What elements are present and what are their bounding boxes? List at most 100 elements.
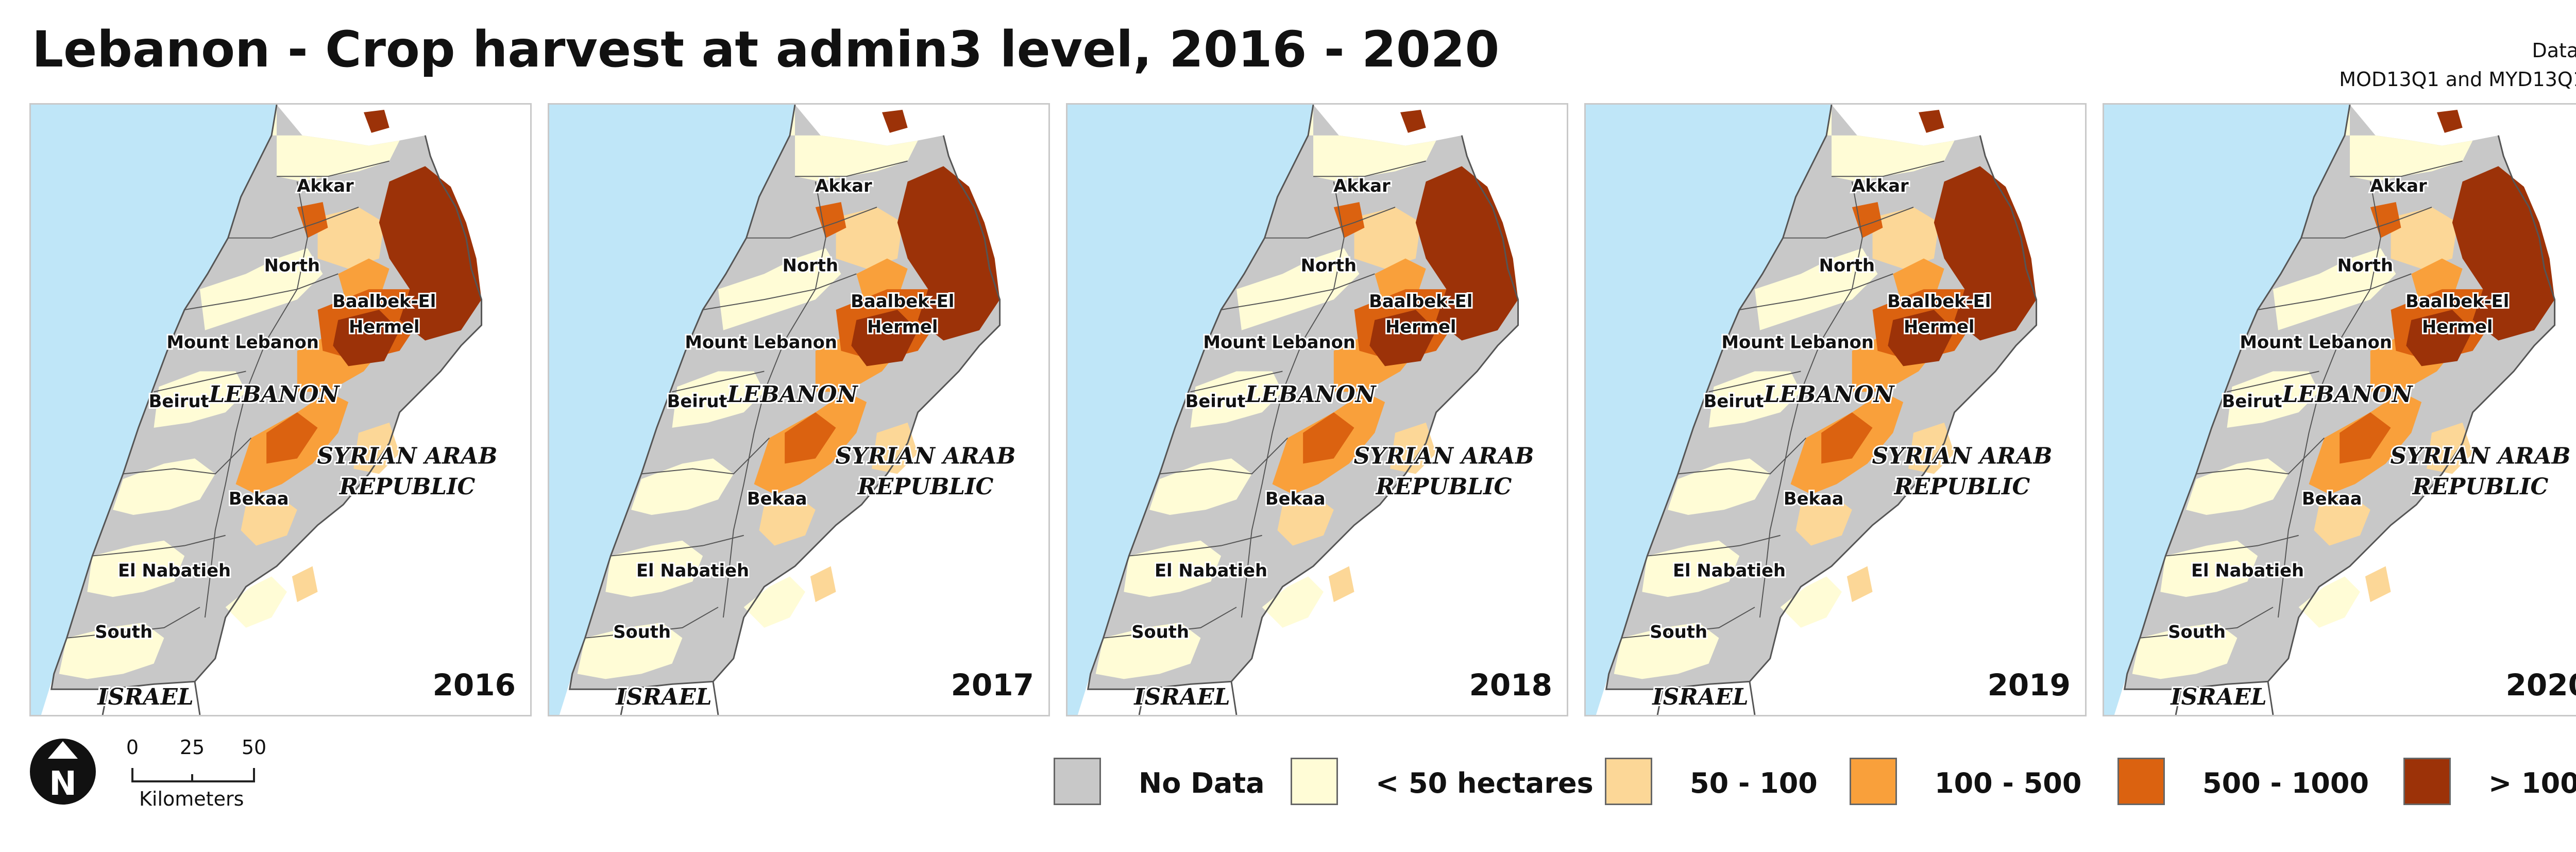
label-syria1: SYRIAN ARAB: [1872, 443, 2053, 469]
panel-year: 2020: [2505, 667, 2576, 703]
label-syria1: SYRIAN ARAB: [1354, 443, 1534, 469]
label-north: North: [2337, 255, 2393, 275]
label-south: South: [95, 622, 152, 642]
region-c500-2: [297, 202, 328, 238]
sea: [549, 105, 795, 715]
region-gt1000-1: [333, 309, 400, 366]
label-syria2: REPUBLIC: [857, 474, 994, 500]
label-mount-lebanon: Mount Lebanon: [1203, 332, 1355, 353]
region-lt50-1: [1754, 248, 1878, 330]
region-c50-0: [1872, 207, 1939, 269]
label-baalbek2: Hermel: [1385, 317, 1456, 337]
region-lt50-2: [1190, 371, 1283, 428]
lebanon-map-2016: Akkar North Baalbek-El Hermel Mount Leba…: [31, 105, 530, 715]
region-lt50-0: [1826, 105, 1955, 182]
label-north: North: [264, 255, 320, 275]
region-c500-1: [1303, 412, 1354, 464]
north-arrow: N: [28, 737, 97, 806]
label-bekaa: Bekaa: [2302, 489, 2362, 509]
legend-label: No Data: [1139, 767, 1265, 799]
region-c50-1: [241, 494, 297, 546]
region-lt50-3: [113, 458, 215, 515]
legend-swatch: [2403, 758, 2451, 805]
region-lt50-3: [631, 458, 734, 515]
data-source-value: MOD13Q1 and MYD13Q1: [2339, 68, 2576, 91]
scale-tick-0: 0: [126, 736, 139, 759]
region-c50-0: [317, 207, 384, 269]
sea: [1586, 105, 1832, 715]
label-beirut: Beirut: [1704, 391, 1764, 411]
region-gt1000-2: [364, 109, 389, 133]
label-nabatieh: El Nabatieh: [1155, 560, 1267, 580]
label-akkar: Akkar: [815, 176, 872, 196]
scale-bar-mid: [191, 774, 193, 782]
label-beirut: Beirut: [1185, 391, 1246, 411]
region-lt50-1: [199, 248, 323, 330]
label-baalbek1: Baalbek-El: [332, 291, 436, 311]
lebanon-map-2020: Akkar North Baalbek-El Hermel Mount Leba…: [2104, 105, 2576, 715]
label-akkar: Akkar: [1333, 176, 1391, 196]
panel-year: 2018: [1469, 667, 1552, 703]
region-lt50-0: [272, 105, 400, 182]
region-gt1000-0: [1934, 166, 2037, 341]
label-nabatieh: El Nabatieh: [1673, 560, 1786, 580]
label-south: South: [1650, 622, 1707, 642]
label-mount-lebanon: Mount Lebanon: [685, 332, 837, 353]
label-lebanon: LEBANON: [726, 381, 859, 408]
region-c50-1: [1795, 494, 1852, 546]
region-lt50-4: [2160, 540, 2258, 597]
region-gt1000-2: [1400, 109, 1426, 133]
region-gt1000-1: [851, 309, 918, 366]
label-israel: ISRAEL: [2170, 684, 2266, 710]
region-lt50-1: [718, 248, 841, 330]
region-c50-2: [1390, 422, 1436, 474]
label-akkar: Akkar: [2370, 176, 2427, 196]
label-bekaa: Bekaa: [1265, 489, 1326, 509]
label-baalbek2: Hermel: [349, 317, 420, 337]
panel-year: 2016: [432, 667, 516, 703]
legend-label: > 1000: [2488, 767, 2576, 799]
map-title: Lebanon - Crop harvest at admin3 level, …: [32, 21, 1500, 78]
region-gt1000-1: [1888, 309, 1955, 366]
region-lt50-2: [154, 371, 246, 428]
label-south: South: [1131, 622, 1189, 642]
north-arrow-icon: N: [30, 739, 96, 805]
legend-swatch: [1291, 758, 1338, 805]
label-mount-lebanon: Mount Lebanon: [2240, 332, 2392, 353]
region-c50-2: [1908, 422, 1955, 474]
region-lt50-2: [672, 371, 765, 428]
legend-label: 100 - 500: [1935, 767, 2082, 799]
label-bekaa: Bekaa: [747, 489, 807, 509]
label-mount-lebanon: Mount Lebanon: [166, 332, 319, 353]
label-baalbek1: Baalbek-El: [2405, 291, 2509, 311]
region-lt50-6: [2298, 576, 2360, 628]
sea: [31, 105, 277, 715]
label-north: North: [1819, 255, 1875, 275]
region-c50-2: [2427, 422, 2473, 474]
label-mount-lebanon: Mount Lebanon: [1721, 332, 1874, 353]
label-lebanon: LEBANON: [1245, 381, 1377, 408]
region-gt1000-2: [882, 109, 908, 133]
label-bekaa: Bekaa: [1784, 489, 1844, 509]
label-israel: ISRAEL: [96, 684, 193, 710]
panel-year: 2017: [951, 667, 1034, 703]
region-gt1000-1: [1369, 309, 1436, 366]
legend-swatch: [1054, 758, 1101, 805]
label-baalbek1: Baalbek-El: [1887, 291, 1991, 311]
region-lt50-3: [1149, 458, 1252, 515]
region-lt50-3: [2186, 458, 2289, 515]
region-c500-1: [785, 412, 836, 464]
label-syria1: SYRIAN ARAB: [836, 443, 1016, 469]
label-syria2: REPUBLIC: [2412, 474, 2549, 500]
region-c500-2: [815, 202, 846, 238]
region-gt1000-2: [1919, 109, 1944, 133]
label-lebanon: LEBANON: [1763, 381, 1895, 408]
sea: [2104, 105, 2350, 715]
label-north: North: [783, 255, 838, 275]
region-lt50-0: [2345, 105, 2473, 182]
region-lt50-0: [790, 105, 918, 182]
label-north: North: [1301, 255, 1357, 275]
region-gt1000-0: [379, 166, 482, 341]
region-c50-3: [1328, 566, 1354, 603]
scale-tick-25: 25: [179, 736, 205, 759]
